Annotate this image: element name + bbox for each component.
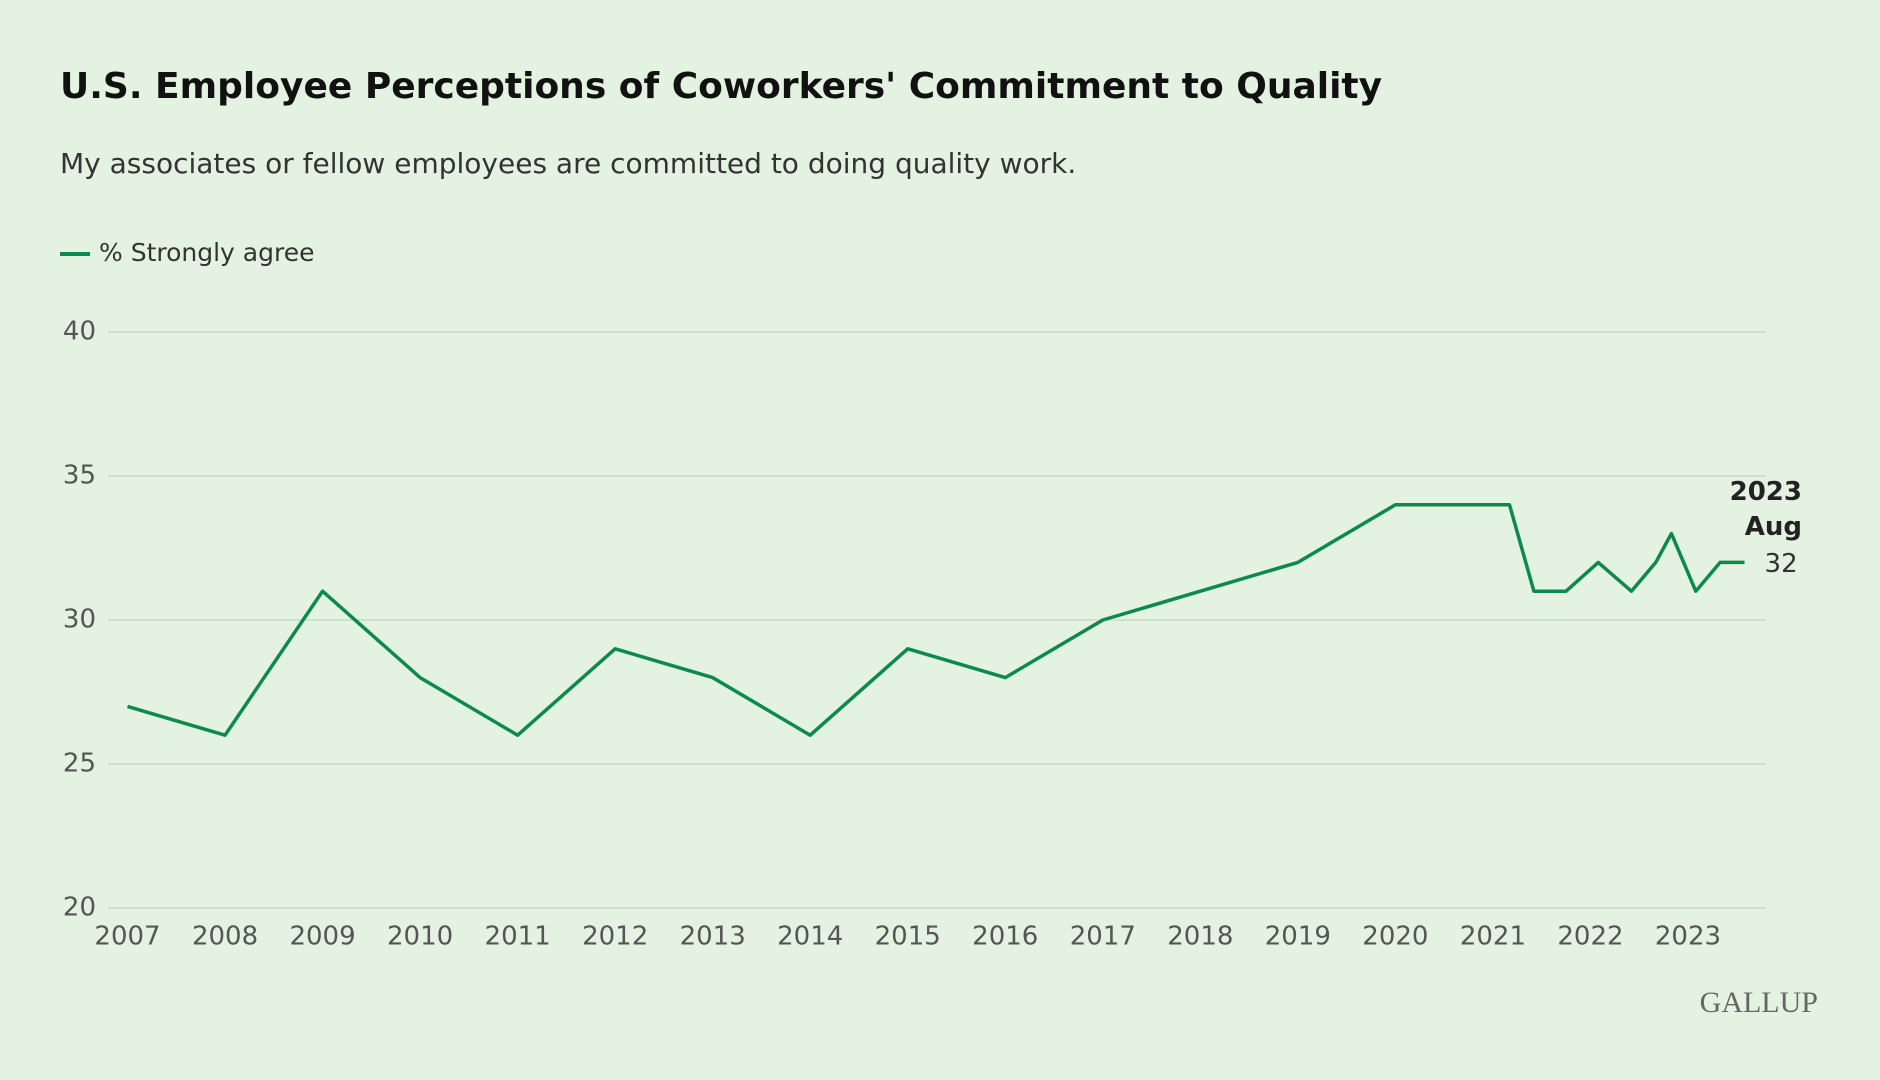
x-tick-label: 2020: [1362, 922, 1428, 952]
chart-title: U.S. Employee Perceptions of Coworkers' …: [60, 66, 1382, 107]
y-tick-label: 40: [63, 317, 96, 347]
x-tick-label: 2021: [1460, 922, 1526, 952]
x-tick-label: 2008: [192, 922, 258, 952]
y-tick-label: 30: [63, 605, 96, 635]
x-tick-label: 2016: [972, 922, 1038, 952]
y-tick-label: 25: [63, 749, 96, 779]
source-logo: GALLUP: [1700, 986, 1818, 1019]
x-tick-label: 2022: [1557, 922, 1623, 952]
x-tick-label: 2007: [94, 922, 160, 952]
x-tick-label: 2015: [875, 922, 941, 952]
chart-subtitle: My associates or fellow employees are co…: [60, 147, 1076, 180]
legend-label: % Strongly agree: [99, 238, 314, 267]
x-tick-label: 2018: [1167, 922, 1233, 952]
x-tick-label: 2010: [387, 922, 453, 952]
x-tick-label: 2017: [1070, 922, 1136, 952]
x-tick-label: 2014: [777, 922, 843, 952]
y-tick-label: 20: [63, 893, 96, 923]
data-line: [127, 503, 1745, 737]
x-tick-label: 2009: [289, 922, 355, 952]
end-value-label: 32: [1765, 549, 1798, 579]
y-tick-label: 35: [63, 461, 96, 491]
x-tick-label: 2023: [1655, 922, 1721, 952]
end-annotation: 2023: [1730, 477, 1802, 507]
x-tick-label: 2011: [485, 922, 551, 952]
x-tick-label: 2012: [582, 922, 648, 952]
end-annotation: Aug: [1745, 512, 1802, 542]
x-tick-label: 2019: [1265, 922, 1331, 952]
x-tick-label: 2013: [680, 922, 746, 952]
